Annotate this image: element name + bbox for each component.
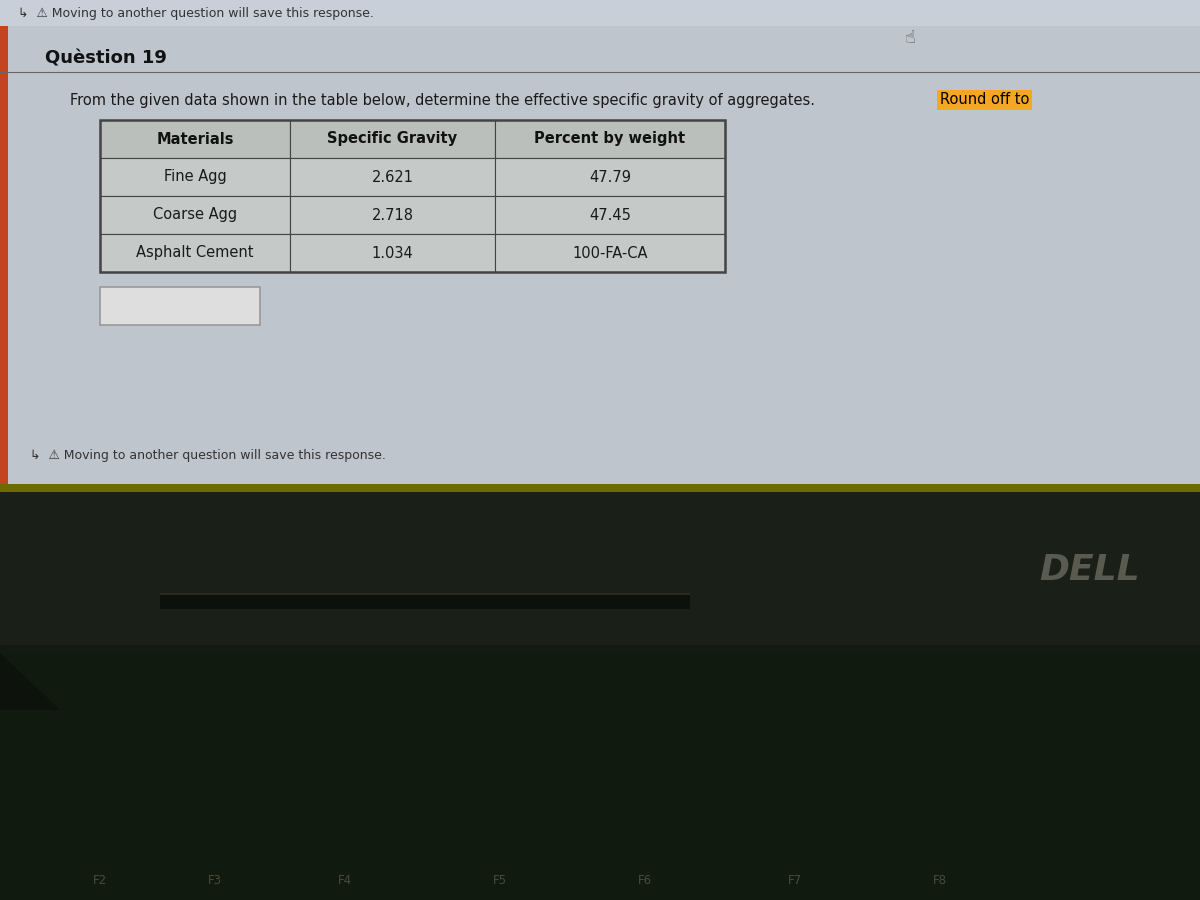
- Text: 2.718: 2.718: [372, 208, 414, 222]
- Bar: [100, 158, 290, 196]
- Polygon shape: [0, 653, 60, 710]
- Bar: [290, 120, 496, 158]
- Bar: [100, 120, 290, 158]
- Text: 1.034: 1.034: [372, 246, 413, 260]
- Text: F8: F8: [934, 874, 947, 886]
- Text: 47.79: 47.79: [589, 169, 631, 184]
- Text: ↳  ⚠ Moving to another question will save this response.: ↳ ⚠ Moving to another question will save…: [30, 448, 386, 462]
- Bar: [0, 653, 1200, 900]
- Text: From the given data shown in the table below, determine the effective specific g: From the given data shown in the table b…: [70, 93, 820, 107]
- Text: F7: F7: [788, 874, 802, 886]
- Text: 100-FA-CA: 100-FA-CA: [572, 246, 648, 260]
- Text: ☝: ☝: [905, 29, 916, 47]
- Text: F5: F5: [493, 874, 508, 886]
- Text: Round off to: Round off to: [940, 93, 1030, 107]
- Text: Materials: Materials: [156, 131, 234, 147]
- Bar: [496, 120, 725, 158]
- Bar: [290, 196, 496, 234]
- Text: F3: F3: [208, 874, 222, 886]
- Text: F6: F6: [638, 874, 652, 886]
- Bar: [496, 234, 725, 272]
- Bar: [290, 234, 496, 272]
- Text: F2: F2: [92, 874, 107, 886]
- Text: Coarse Agg: Coarse Agg: [152, 208, 238, 222]
- Bar: [100, 287, 260, 325]
- Bar: [0, 0, 1200, 490]
- Bar: [0, 484, 1200, 492]
- Bar: [0, 0, 1200, 26]
- Text: Percent by weight: Percent by weight: [534, 131, 685, 147]
- Bar: [100, 196, 290, 234]
- Bar: [160, 593, 690, 595]
- Bar: [0, 645, 1200, 653]
- Text: DELL: DELL: [1039, 553, 1140, 587]
- Bar: [100, 234, 290, 272]
- Bar: [496, 158, 725, 196]
- Bar: [0, 490, 1200, 650]
- Text: Fine Agg: Fine Agg: [163, 169, 227, 184]
- Bar: [290, 158, 496, 196]
- Text: 47.45: 47.45: [589, 208, 631, 222]
- Text: Specific Gravity: Specific Gravity: [328, 131, 457, 147]
- Bar: [100, 120, 725, 272]
- Bar: [0, 0, 8, 490]
- Text: ↳  ⚠ Moving to another question will save this response.: ↳ ⚠ Moving to another question will save…: [18, 6, 374, 20]
- Text: Quèstion 19: Quèstion 19: [46, 49, 167, 67]
- Text: F4: F4: [338, 874, 352, 886]
- Text: 2.621: 2.621: [372, 169, 414, 184]
- Bar: [160, 595, 690, 609]
- Text: Asphalt Cement: Asphalt Cement: [137, 246, 253, 260]
- Bar: [496, 196, 725, 234]
